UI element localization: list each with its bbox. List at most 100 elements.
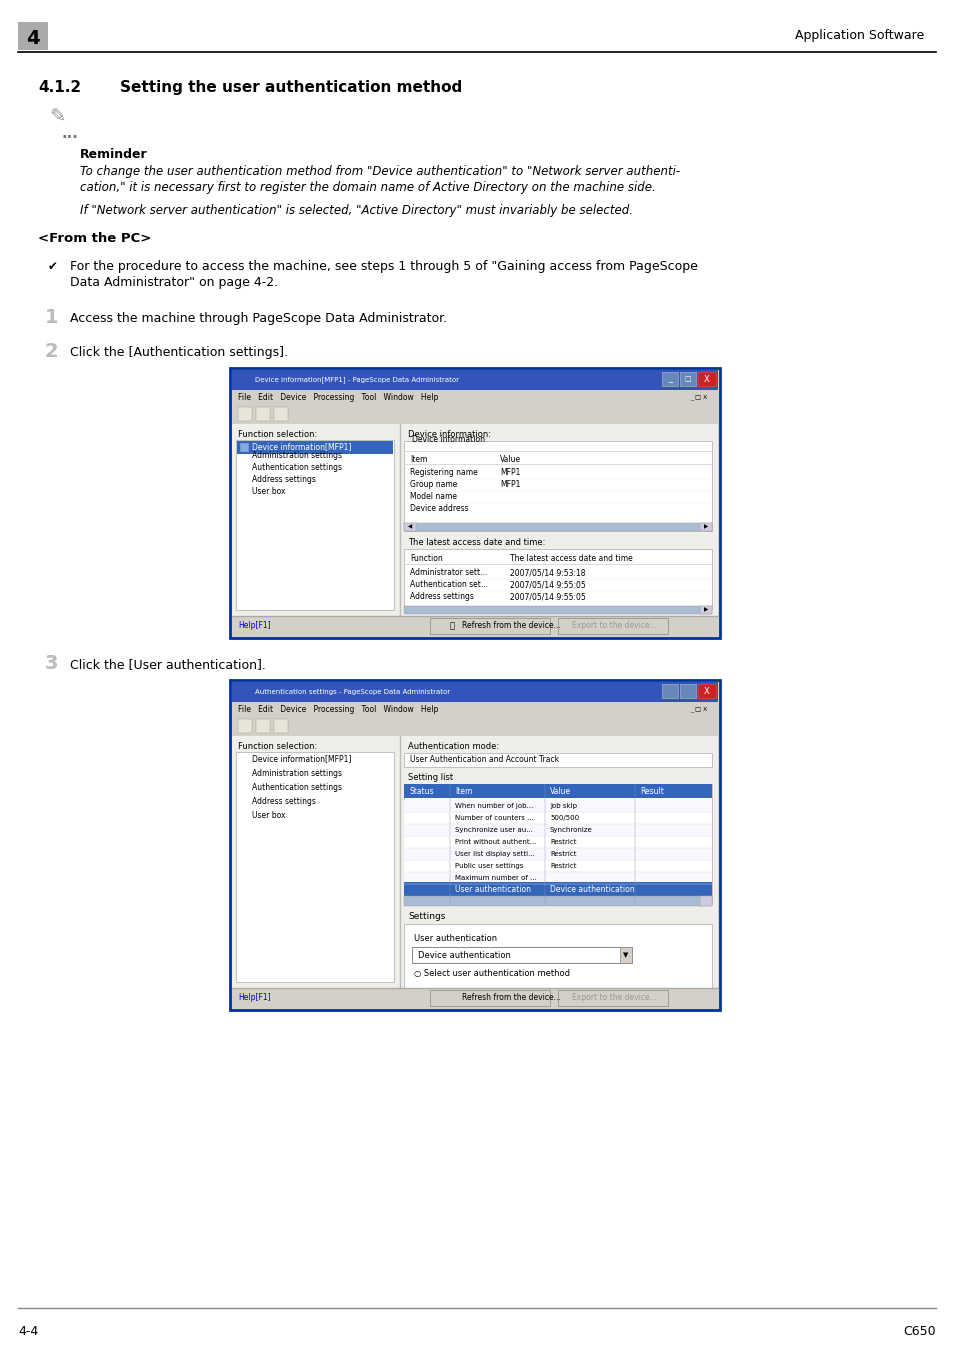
Bar: [403, 441, 711, 531]
Bar: [412, 946, 631, 963]
Text: Print without authent...: Print without authent...: [455, 838, 536, 845]
Text: ▼: ▼: [622, 952, 628, 958]
Text: Item: Item: [410, 455, 427, 464]
Bar: [403, 923, 711, 999]
Bar: [232, 702, 718, 716]
Text: Synchronize: Synchronize: [550, 828, 592, 833]
Text: Reminder: Reminder: [80, 148, 148, 161]
Text: Restrict: Restrict: [550, 863, 576, 869]
Bar: [661, 373, 678, 386]
Text: cation," it is necessary first to register the domain name of Active Directory o: cation," it is necessary first to regist…: [80, 181, 655, 194]
Bar: [403, 549, 711, 609]
Bar: [403, 811, 711, 824]
Text: User authentication: User authentication: [455, 884, 531, 894]
Bar: [403, 784, 711, 798]
Text: Address settings: Address settings: [252, 796, 315, 806]
Text: Authentication settings - PageScope Data Administrator: Authentication settings - PageScope Data…: [254, 688, 450, 695]
Text: 500/500: 500/500: [550, 815, 578, 821]
Bar: [237, 406, 252, 421]
Text: ▶: ▶: [703, 608, 707, 613]
Bar: [237, 720, 252, 733]
Text: 2007/05/14 9:55:05: 2007/05/14 9:55:05: [510, 580, 585, 589]
Text: □: □: [684, 377, 691, 382]
Text: Device address: Device address: [410, 504, 468, 513]
Text: Help[F1]: Help[F1]: [237, 994, 271, 1003]
Bar: [232, 370, 718, 390]
Text: Setting list: Setting list: [408, 774, 453, 782]
Bar: [232, 390, 718, 404]
Text: 4.1.2: 4.1.2: [38, 80, 81, 94]
Bar: [236, 441, 393, 454]
Bar: [255, 406, 270, 421]
Bar: [403, 753, 711, 767]
Text: Export to the device...: Export to the device...: [572, 621, 656, 630]
Bar: [232, 424, 718, 618]
Text: Device information[MFP1]: Device information[MFP1]: [252, 443, 351, 451]
Text: Authentication set...: Authentication set...: [410, 580, 488, 589]
Text: Restrict: Restrict: [550, 850, 576, 857]
Bar: [619, 946, 631, 963]
Text: ▶: ▶: [703, 525, 707, 529]
Text: Job skip: Job skip: [550, 803, 577, 809]
Text: Item: Item: [455, 787, 472, 795]
Text: If "Network server authentication" is selected, "Active Directory" must invariab: If "Network server authentication" is se…: [80, 204, 633, 217]
Bar: [232, 616, 718, 636]
Bar: [403, 848, 711, 860]
Text: Status: Status: [410, 787, 435, 795]
Text: Access the machine through PageScope Data Administrator.: Access the machine through PageScope Dat…: [70, 312, 447, 325]
Text: 2007/05/14 9:55:05: 2007/05/14 9:55:05: [510, 593, 585, 601]
Text: Device information[MFP1]: Device information[MFP1]: [252, 755, 351, 764]
Bar: [403, 872, 711, 884]
Bar: [679, 684, 696, 698]
Text: _ □ X: _ □ X: [689, 394, 706, 400]
Text: 2: 2: [45, 342, 58, 360]
Text: Function selection:: Function selection:: [237, 743, 317, 751]
Text: Restrict: Restrict: [550, 838, 576, 845]
Text: Click the [Authentication settings].: Click the [Authentication settings].: [70, 346, 288, 359]
Text: Address settings: Address settings: [410, 593, 474, 601]
Bar: [403, 860, 711, 872]
Text: For the procedure to access the machine, see steps 1 through 5 of "Gaining acces: For the procedure to access the machine,…: [70, 261, 698, 273]
Text: The latest access date and time:: The latest access date and time:: [408, 539, 545, 547]
Text: 4: 4: [26, 28, 40, 47]
Bar: [430, 618, 550, 634]
Bar: [232, 988, 718, 1008]
Text: 3: 3: [45, 653, 58, 674]
Text: User list display setti...: User list display setti...: [455, 850, 535, 857]
Text: Data Administrator" on page 4-2.: Data Administrator" on page 4-2.: [70, 275, 278, 289]
Bar: [403, 836, 711, 848]
Text: Device authentication: Device authentication: [417, 950, 511, 960]
Text: ✎: ✎: [49, 108, 65, 127]
Text: MFP1: MFP1: [499, 468, 519, 477]
Text: Authentication settings: Authentication settings: [252, 463, 341, 472]
Bar: [235, 752, 394, 981]
Text: Device information[MFP1] - PageScope Data Administrator: Device information[MFP1] - PageScope Dat…: [254, 377, 458, 383]
Bar: [403, 522, 711, 531]
Text: Device authentication: Device authentication: [550, 884, 634, 894]
Text: Refresh from the device...: Refresh from the device...: [461, 994, 560, 1003]
Text: ○ Select user authentication method: ○ Select user authentication method: [414, 969, 569, 977]
Text: To change the user authentication method from "Device authentication" to "Networ: To change the user authentication method…: [80, 165, 679, 178]
Text: _: _: [667, 374, 672, 383]
Text: User authentication: User authentication: [414, 934, 497, 944]
Text: Value: Value: [499, 455, 520, 464]
Text: User box: User box: [252, 487, 285, 497]
Text: Device information: Device information: [412, 436, 484, 444]
Bar: [232, 736, 718, 990]
Text: Application Software: Application Software: [794, 30, 923, 42]
Bar: [700, 606, 711, 614]
Text: <From the PC>: <From the PC>: [38, 232, 152, 244]
Text: Group name: Group name: [410, 481, 456, 489]
Text: X: X: [703, 374, 709, 383]
Text: Administrator sett...: Administrator sett...: [410, 568, 487, 576]
Bar: [679, 373, 696, 386]
Bar: [661, 684, 678, 698]
Bar: [230, 680, 720, 1010]
Text: File   Edit   Device   Processing   Tool   Window   Help: File Edit Device Processing Tool Window …: [237, 393, 438, 401]
Bar: [403, 784, 711, 904]
Text: Administration settings: Administration settings: [252, 768, 341, 778]
Text: ✔: ✔: [48, 261, 58, 273]
Text: Help[F1]: Help[F1]: [237, 621, 271, 630]
Text: Authentication settings: Authentication settings: [252, 783, 341, 791]
Text: Export to the device...: Export to the device...: [572, 994, 656, 1003]
